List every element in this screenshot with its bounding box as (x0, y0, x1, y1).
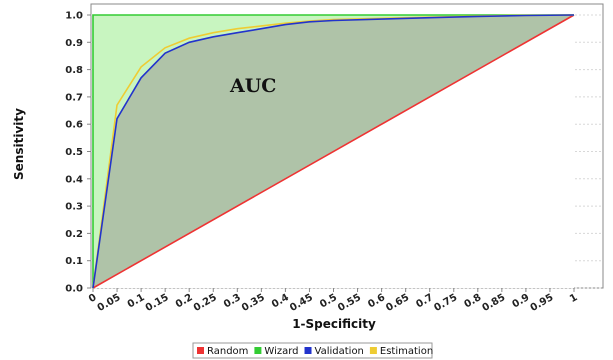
y-tick-label: 0.7 (65, 92, 83, 103)
legend-swatch-wizard (254, 347, 262, 354)
legend-label-random: Random (207, 346, 248, 357)
x-axis-ticks: 00.05 0.10.15 0.20.25 0.30.35 0.40.45 0.50.55… (87, 288, 580, 314)
x-tick-label: 0.65 (384, 292, 411, 314)
legend-swatch-validation (304, 347, 312, 354)
y-axis-ticks: 0.0 0.1 0.2 0.3 0.4 0.5 0.6 0.7 0.8 0.9 1.0 (65, 11, 91, 295)
y-tick-label: 0.9 (65, 38, 83, 49)
series-line-wizard (92, 14, 574, 288)
y-axis-title: Sensitivity (12, 108, 26, 180)
x-tick-label: 0.2 (174, 292, 195, 310)
x-tick-label: 0.5 (318, 292, 339, 310)
legend-swatch-random (197, 347, 204, 354)
x-tick-label: 0.6 (366, 292, 387, 310)
y-tick-label: 0.8 (65, 65, 83, 76)
x-tick-label: 0.25 (192, 292, 219, 314)
legend-label-validation: Validation (315, 346, 364, 357)
y-tick-label: 0.0 (65, 284, 83, 295)
y-tick-label: 1.0 (65, 11, 83, 22)
x-tick-label: 0.3 (222, 292, 243, 310)
x-tick-label: 0.95 (529, 292, 556, 314)
x-tick-label: 0.75 (432, 292, 459, 314)
legend: Random Wizard Validation Estimation (197, 346, 433, 357)
legend-label-estimation: Estimation (380, 346, 433, 357)
series-line-validation (92, 14, 575, 289)
y-tick-label: 0.2 (65, 229, 83, 240)
x-tick-label: 0.15 (144, 292, 171, 314)
x-tick-label: 0.85 (480, 292, 507, 314)
x-tick-label: 0.1 (126, 292, 147, 310)
auc-annotation: AUC (229, 75, 276, 97)
x-tick-label: 0.7 (414, 292, 435, 310)
x-tick-label: 0.9 (511, 292, 532, 310)
x-tick-label: 0.4 (270, 292, 291, 310)
series-lines (92, 14, 575, 289)
y-tick-label: 0.1 (65, 256, 83, 267)
x-tick-label: 0 (87, 292, 99, 305)
y-tick-label: 0.3 (65, 202, 83, 213)
legend-box (192, 342, 433, 359)
x-tick-label: 0.35 (240, 292, 267, 314)
y-tick-label: 0.5 (65, 147, 83, 158)
x-tick-label: 0.8 (462, 292, 483, 310)
x-axis-title: 1-Specificity (292, 317, 376, 331)
series-line-random (92, 14, 575, 289)
y-tick-label: 0.6 (65, 120, 83, 131)
x-tick-label: 0.05 (96, 292, 123, 314)
x-tick-label: 1 (568, 292, 580, 305)
x-tick-label: 0.55 (336, 292, 363, 314)
y-tick-label: 0.4 (65, 174, 83, 185)
x-tick-label: 0.45 (288, 292, 315, 314)
legend-swatch-estimation (369, 347, 377, 354)
legend-label-wizard: Wizard (264, 346, 298, 357)
